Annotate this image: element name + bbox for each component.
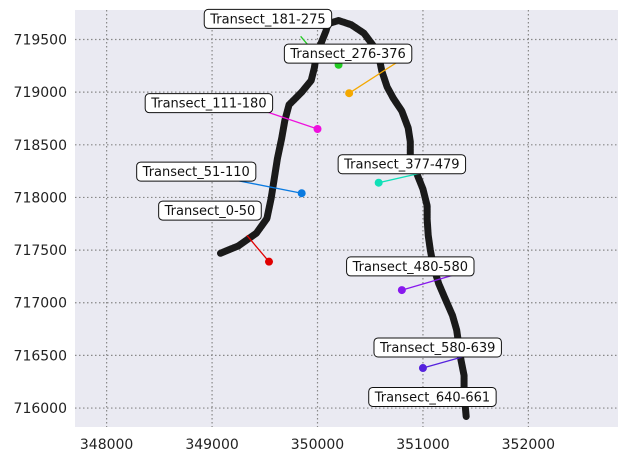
transect-point bbox=[313, 124, 322, 133]
transect-point bbox=[345, 89, 354, 98]
transect-label-text: Transect_580-639 bbox=[379, 341, 495, 356]
transect-label-text: Transect_640-661 bbox=[374, 390, 490, 405]
transect-label: Transect_51-110 bbox=[136, 161, 257, 182]
transect-leader-line bbox=[246, 234, 270, 263]
x-tick-label: 352000 bbox=[502, 437, 555, 453]
y-tick-label: 717500 bbox=[14, 243, 67, 259]
y-tick-label: 718000 bbox=[14, 190, 67, 206]
shoreline-group bbox=[217, 17, 470, 420]
transect-label-text: Transect_0-50 bbox=[164, 204, 256, 219]
transect-leader-line bbox=[348, 59, 401, 94]
transect-point bbox=[418, 364, 427, 373]
transect-label-text: Transect_51-110 bbox=[142, 165, 250, 180]
x-tick-label: 349000 bbox=[185, 437, 238, 453]
transect-label: Transect_580-639 bbox=[373, 337, 502, 358]
transect-label: Transect_181-275 bbox=[203, 8, 333, 29]
transect-label-box bbox=[373, 337, 502, 358]
y-tick-label: 718500 bbox=[14, 138, 67, 154]
transect-leader-line bbox=[401, 274, 453, 291]
transect-label-box bbox=[158, 200, 262, 221]
transect-label: Transect_640-661 bbox=[368, 386, 497, 407]
x-tick-label: 348000 bbox=[80, 437, 133, 453]
transect-label: Transect_0-50 bbox=[158, 200, 262, 221]
transect-label-text: Transect_181-275 bbox=[209, 12, 325, 27]
shoreline-path bbox=[217, 17, 470, 420]
x-tick-label: 351000 bbox=[396, 437, 449, 453]
transect-point bbox=[265, 257, 274, 266]
transect-label-box bbox=[203, 8, 333, 29]
transect-label: Transect_480-580 bbox=[346, 256, 475, 277]
transect-label: Transect_111-180 bbox=[144, 93, 274, 114]
transect-label-text: Transect_480-580 bbox=[352, 260, 468, 275]
y-tick-label: 719500 bbox=[14, 32, 67, 48]
transect-label-box bbox=[346, 256, 475, 277]
transect-point bbox=[297, 189, 306, 198]
transect-label-text: Transect_276-376 bbox=[289, 47, 405, 62]
transect-label: Transect_377-479 bbox=[337, 154, 467, 175]
x-tick-labels: 348000 349000 350000 351000 352000 bbox=[80, 437, 555, 453]
y-tick-labels: 716000 716500 717000 717500 718000 718500 7190… bbox=[14, 32, 67, 417]
transect-label-box bbox=[283, 43, 413, 64]
plot-background bbox=[75, 10, 618, 427]
transect-label-box bbox=[368, 386, 497, 407]
transect-label-box bbox=[144, 93, 274, 114]
transect-label-text: Transect_377-479 bbox=[343, 158, 459, 173]
transect-labels: Transect_0-50 Transect_51-110 Transect_111… bbox=[136, 8, 502, 407]
transect-label-box bbox=[136, 161, 257, 182]
y-tick-label: 716500 bbox=[14, 348, 67, 364]
x-tick-label: 350000 bbox=[291, 437, 344, 453]
transect-point bbox=[374, 178, 383, 187]
transect-point bbox=[397, 286, 406, 295]
y-tick-label: 716000 bbox=[14, 401, 67, 417]
transect-label-box bbox=[337, 154, 467, 175]
y-tick-label: 719000 bbox=[14, 85, 67, 101]
transect-group bbox=[226, 35, 472, 373]
transect-label: Transect_276-376 bbox=[283, 43, 413, 64]
transect-label-text: Transect_111-180 bbox=[150, 97, 266, 112]
y-tick-label: 717000 bbox=[14, 296, 67, 312]
